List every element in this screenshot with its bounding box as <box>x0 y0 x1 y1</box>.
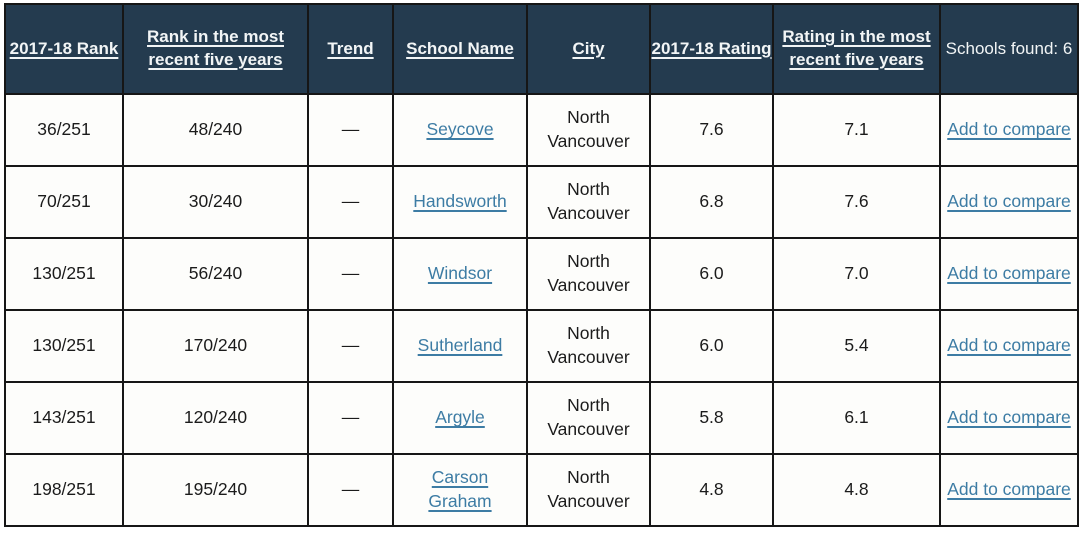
rank-recent-cell: 120/240 <box>122 381 309 455</box>
school-name-cell: Windsor <box>392 237 528 311</box>
city-cell: North Vancouver <box>526 453 651 527</box>
city-cell: North Vancouver <box>526 237 651 311</box>
table-row: 143/251 120/240 — Argyle North Vancouver… <box>4 381 1079 455</box>
add-to-compare-link[interactable]: Add to compare <box>947 335 1071 356</box>
column-header-school-name[interactable]: School Name <box>392 3 528 95</box>
trend-cell: — <box>307 93 394 167</box>
table-row: 198/251 195/240 — Carson Graham North Va… <box>4 453 1079 527</box>
city-cell: North Vancouver <box>526 93 651 167</box>
table-body: 36/251 48/240 — Seycove North Vancouver … <box>4 93 1079 527</box>
rating-recent-cell: 4.8 <box>772 453 941 527</box>
add-to-compare-link[interactable]: Add to compare <box>947 191 1071 212</box>
rank-cell: 70/251 <box>4 165 124 239</box>
rating-recent-cell: 7.6 <box>772 165 941 239</box>
trend-cell: — <box>307 381 394 455</box>
sort-link-trend[interactable]: Trend <box>327 38 374 58</box>
rating-cell: 6.0 <box>649 309 774 383</box>
school-name-cell: Carson Graham <box>392 453 528 527</box>
rank-recent-cell: 195/240 <box>122 453 309 527</box>
city-cell: North Vancouver <box>526 381 651 455</box>
rank-cell: 143/251 <box>4 381 124 455</box>
rating-cell: 7.6 <box>649 93 774 167</box>
city-cell: North Vancouver <box>526 309 651 383</box>
rank-recent-cell: 30/240 <box>122 165 309 239</box>
add-to-compare-link[interactable]: Add to compare <box>947 119 1071 140</box>
school-name-cell: Handsworth <box>392 165 528 239</box>
school-rankings-table: 2017-18 Rank Rank in the most recent fiv… <box>4 3 1079 527</box>
schools-found-header: Schools found: 6 <box>939 3 1079 95</box>
rating-recent-cell: 6.1 <box>772 381 941 455</box>
add-to-compare-link[interactable]: Add to compare <box>947 263 1071 284</box>
sort-link-rank-recent[interactable]: Rank in the most recent five years <box>147 27 284 69</box>
sort-link-school-name[interactable]: School Name <box>406 38 514 58</box>
compare-cell: Add to compare <box>939 309 1079 383</box>
rank-cell: 130/251 <box>4 309 124 383</box>
column-header-trend[interactable]: Trend <box>307 3 394 95</box>
compare-cell: Add to compare <box>939 453 1079 527</box>
school-name-cell: Seycove <box>392 93 528 167</box>
header-row: 2017-18 Rank Rank in the most recent fiv… <box>4 3 1079 95</box>
column-header-rank[interactable]: 2017-18 Rank <box>4 3 124 95</box>
compare-cell: Add to compare <box>939 237 1079 311</box>
column-header-city[interactable]: City <box>526 3 651 95</box>
school-link[interactable]: Handsworth <box>413 191 507 212</box>
trend-cell: — <box>307 237 394 311</box>
table-row: 70/251 30/240 — Handsworth North Vancouv… <box>4 165 1079 239</box>
school-link[interactable]: Argyle <box>435 407 485 428</box>
column-header-rank-recent[interactable]: Rank in the most recent five years <box>122 3 309 95</box>
rank-cell: 198/251 <box>4 453 124 527</box>
sort-link-rating-recent[interactable]: Rating in the most recent five years <box>782 27 931 69</box>
compare-cell: Add to compare <box>939 381 1079 455</box>
page: 2017-18 Rank Rank in the most recent fiv… <box>4 3 1079 527</box>
trend-cell: — <box>307 165 394 239</box>
add-to-compare-link[interactable]: Add to compare <box>947 407 1071 428</box>
rating-recent-cell: 5.4 <box>772 309 941 383</box>
rating-cell: 4.8 <box>649 453 774 527</box>
table-header: 2017-18 Rank Rank in the most recent fiv… <box>4 3 1079 95</box>
sort-link-rating[interactable]: 2017-18 Rating <box>651 38 772 58</box>
add-to-compare-link[interactable]: Add to compare <box>947 479 1071 500</box>
school-link[interactable]: Windsor <box>427 263 493 284</box>
table-row: 130/251 170/240 — Sutherland North Vanco… <box>4 309 1079 383</box>
rank-recent-cell: 56/240 <box>122 237 309 311</box>
school-link[interactable]: Carson Graham <box>428 467 492 511</box>
trend-cell: — <box>307 309 394 383</box>
rank-cell: 130/251 <box>4 237 124 311</box>
city-cell: North Vancouver <box>526 165 651 239</box>
table-row: 36/251 48/240 — Seycove North Vancouver … <box>4 93 1079 167</box>
compare-cell: Add to compare <box>939 93 1079 167</box>
compare-cell: Add to compare <box>939 165 1079 239</box>
rating-cell: 5.8 <box>649 381 774 455</box>
school-link[interactable]: Sutherland <box>417 335 503 356</box>
sort-link-city[interactable]: City <box>572 38 605 58</box>
rating-recent-cell: 7.0 <box>772 237 941 311</box>
school-name-cell: Sutherland <box>392 309 528 383</box>
rating-cell: 6.0 <box>649 237 774 311</box>
column-header-rating[interactable]: 2017-18 Rating <box>649 3 774 95</box>
schools-found-count: Schools found: 6 <box>945 38 1073 58</box>
school-link[interactable]: Seycove <box>426 119 494 140</box>
sort-link-rank[interactable]: 2017-18 Rank <box>9 38 119 58</box>
rating-cell: 6.8 <box>649 165 774 239</box>
table-row: 130/251 56/240 — Windsor North Vancouver… <box>4 237 1079 311</box>
column-header-rating-recent[interactable]: Rating in the most recent five years <box>772 3 941 95</box>
rank-cell: 36/251 <box>4 93 124 167</box>
rank-recent-cell: 170/240 <box>122 309 309 383</box>
trend-cell: — <box>307 453 394 527</box>
school-name-cell: Argyle <box>392 381 528 455</box>
rank-recent-cell: 48/240 <box>122 93 309 167</box>
rating-recent-cell: 7.1 <box>772 93 941 167</box>
